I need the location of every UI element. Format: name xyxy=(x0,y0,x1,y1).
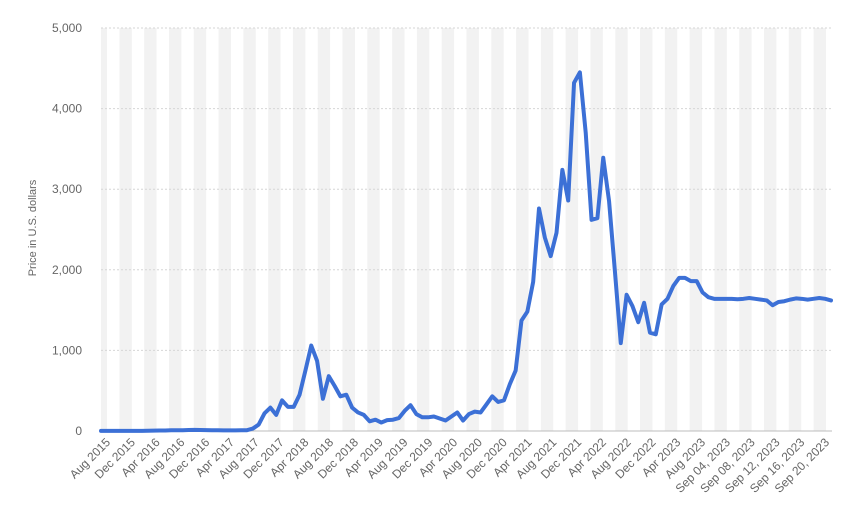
background-band xyxy=(392,28,405,431)
background-band xyxy=(689,28,703,431)
y-tick-label: 4,000 xyxy=(52,102,82,116)
background-band xyxy=(664,28,678,431)
background-bands xyxy=(101,28,826,431)
y-axis-title: Price in U.S. dollars xyxy=(27,179,39,276)
y-tick-label: 3,000 xyxy=(52,182,82,196)
background-band xyxy=(292,28,306,431)
y-tick-label: 5,000 xyxy=(52,21,82,35)
y-tick-label: 2,000 xyxy=(52,263,82,277)
background-band xyxy=(640,28,653,431)
background-band xyxy=(218,28,231,431)
background-band xyxy=(441,28,455,431)
background-band xyxy=(168,28,182,431)
background-band xyxy=(101,28,107,431)
background-band xyxy=(144,28,157,431)
background-band xyxy=(243,28,256,431)
background-band xyxy=(466,28,479,431)
y-tick-label: 1,000 xyxy=(52,343,82,357)
background-band xyxy=(367,28,380,431)
background-band xyxy=(739,28,752,431)
background-band xyxy=(193,28,207,431)
background-band xyxy=(317,28,331,431)
background-band xyxy=(416,28,430,431)
background-band xyxy=(714,28,727,431)
gridlines xyxy=(101,27,832,432)
background-band xyxy=(590,28,603,431)
price-series-line xyxy=(99,70,833,433)
background-band xyxy=(565,28,579,431)
background-band xyxy=(540,28,554,431)
background-band xyxy=(516,28,529,431)
y-axis-ticks: 0 1,000 2,000 3,000 4,000 5,000 xyxy=(52,21,82,438)
background-band xyxy=(491,28,504,431)
background-band xyxy=(615,28,628,431)
y-tick-label: 0 xyxy=(75,424,82,438)
background-band xyxy=(268,28,281,431)
background-band xyxy=(119,28,132,431)
background-band xyxy=(813,28,826,431)
background-band xyxy=(764,28,777,431)
background-band xyxy=(342,28,355,431)
background-band xyxy=(788,28,802,431)
